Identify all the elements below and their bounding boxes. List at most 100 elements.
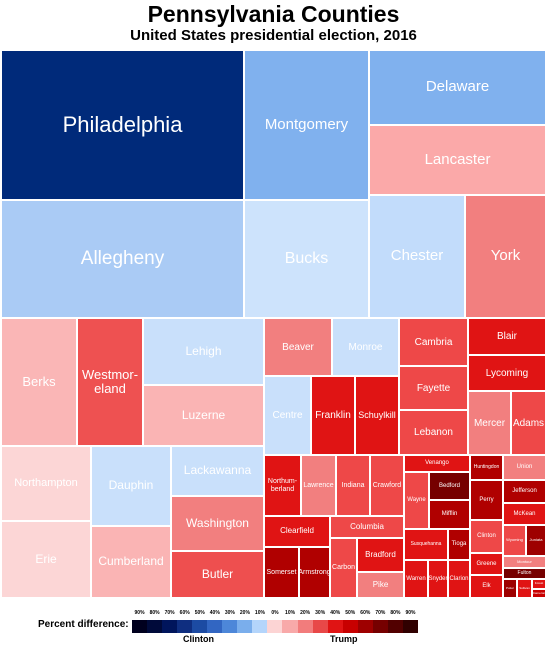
county-label: Greene: [476, 560, 497, 567]
county-label: Perry: [479, 496, 494, 503]
treemap: Philadelphia Allegheny Montgomery Delaware L…: [1, 50, 546, 598]
county-cell-beaver: Beaver: [264, 318, 332, 376]
county-cell-clearfield: Clearfield: [264, 516, 330, 547]
county-cell-dauphin: Dauphin: [91, 446, 171, 526]
county-cell-adams: Adams: [511, 391, 546, 455]
county-label: Wyoming: [506, 537, 523, 543]
legend-tick-label: 20%: [239, 610, 250, 616]
legend-tick-label: 60%: [360, 610, 371, 616]
legend: Percent difference: 90% 80% 70% 60% 50% 40% 30…: [0, 604, 547, 646]
county-label: Jefferson: [512, 488, 537, 495]
county-label: Fulton: [517, 569, 532, 576]
county-cell-warren: Warren: [404, 560, 428, 598]
legend-swatch: [162, 620, 178, 633]
county-label: McKean: [513, 510, 536, 517]
county-cell-indiana: Indiana: [336, 455, 370, 516]
county-cell-fayette: Fayette: [399, 366, 468, 410]
county-label: Indiana: [341, 481, 365, 489]
county-cell-cambria: Cambria: [399, 318, 468, 366]
county-label: Chester: [390, 247, 444, 265]
legend-swatch: [237, 620, 253, 633]
county-label: Huntingdon: [473, 463, 500, 470]
county-cell-cumberland: Cumberland: [91, 526, 171, 598]
county-label: Northampton: [14, 477, 78, 490]
county-label: Armstrong: [299, 568, 330, 576]
legend-tick-label: 80%: [390, 610, 401, 616]
county-label: Berks: [22, 373, 56, 389]
legend-swatch: [327, 620, 343, 633]
county-label: Allegheny: [80, 247, 165, 269]
county-cell-sullivan: Sullivan: [517, 579, 532, 598]
county-label: Delaware: [425, 78, 490, 96]
county-cell-montgomery: Montgomery: [244, 50, 369, 200]
county-cell-armstrong: Armstrong: [299, 547, 330, 598]
county-label: Wayne: [407, 497, 426, 504]
legend-swatch: [222, 620, 238, 633]
legend-swatch: [267, 620, 283, 633]
county-cell-wayne: Wayne: [404, 472, 429, 529]
legend-tick-label: 0%: [271, 610, 279, 616]
county-label: Luzerne: [181, 407, 226, 422]
county-label: Philadelphia: [62, 111, 183, 137]
county-label: Lancaster: [424, 150, 491, 168]
county-cell-philadelphia: Philadelphia: [1, 50, 244, 200]
legend-tick-label: 90%: [405, 610, 416, 616]
legend-swatch: [207, 620, 223, 633]
county-cell-allegheny: Allegheny: [1, 200, 244, 318]
legend-tick-label: 20%: [300, 610, 311, 616]
legend-tick-label: 40%: [330, 610, 341, 616]
county-cell-lycoming: Lycoming: [468, 355, 546, 391]
county-label: Lawrence: [303, 481, 334, 489]
county-label: Monroe: [348, 341, 383, 353]
legend-tick-label: 50%: [345, 610, 356, 616]
legend-clinton-label: Clinton: [183, 634, 214, 644]
county-label: Butler: [201, 566, 234, 581]
county-cell-clarion: Clarion: [448, 560, 470, 598]
county-label: Blair: [496, 331, 517, 342]
county-label: York: [490, 247, 521, 265]
county-label: Union: [516, 464, 533, 471]
legend-tick-label: 90%: [134, 610, 145, 616]
county-cell-tioga: Tioga: [448, 529, 470, 560]
county-cell-delaware: Delaware: [369, 50, 546, 125]
legend-swatch: [282, 620, 298, 633]
county-cell-perry: Perry: [470, 480, 503, 520]
county-label: Sullivan: [519, 585, 530, 590]
county-cell-northampton: Northampton: [1, 446, 91, 521]
county-cell-huntingdon: Huntingdon: [470, 455, 503, 480]
chart-title: Pennsylvania Counties: [147, 1, 400, 27]
county-label: Beaver: [282, 341, 314, 353]
legend-swatch: [342, 620, 358, 633]
county-label: Clinton: [477, 533, 496, 540]
county-label: Westmor- eland: [81, 366, 139, 396]
county-cell-bradford: Bradford: [357, 538, 404, 572]
legend-swatch: [387, 620, 403, 633]
county-label: Cumberland: [98, 554, 164, 569]
county-cell-lehigh: Lehigh: [143, 318, 264, 385]
legend-swatch: [132, 620, 148, 633]
legend-trump-label: Trump: [330, 634, 358, 644]
county-label: Bucks: [284, 250, 329, 268]
county-cell-york: York: [465, 195, 546, 318]
county-cell-clinton: Clinton: [470, 520, 503, 553]
county-cell-venango: Venango: [404, 455, 470, 472]
legend-tick-label: 40%: [209, 610, 220, 616]
legend-tick-label: 30%: [224, 610, 235, 616]
legend-swatch: [372, 620, 388, 633]
county-label: Tioga: [451, 541, 467, 548]
county-label: Juniata: [529, 537, 543, 543]
county-cell-carbon: Carbon: [330, 538, 357, 598]
legend-swatch: [192, 620, 208, 633]
county-label: Potter: [505, 585, 514, 590]
county-label: Cameron: [532, 590, 546, 595]
county-cell-columbia: Columbia: [330, 516, 404, 538]
chart-subtitle: United States presidential election, 201…: [130, 27, 417, 44]
county-label: Adams: [512, 417, 545, 429]
county-label: Clearfield: [280, 526, 314, 536]
county-label: Elk: [482, 583, 491, 590]
legend-swatch: [402, 620, 418, 633]
county-label: Carbon: [332, 564, 355, 572]
county-cell-centre: Centre: [264, 376, 311, 455]
county-label: Pike: [372, 579, 389, 589]
county-label: Columbia: [350, 521, 384, 531]
